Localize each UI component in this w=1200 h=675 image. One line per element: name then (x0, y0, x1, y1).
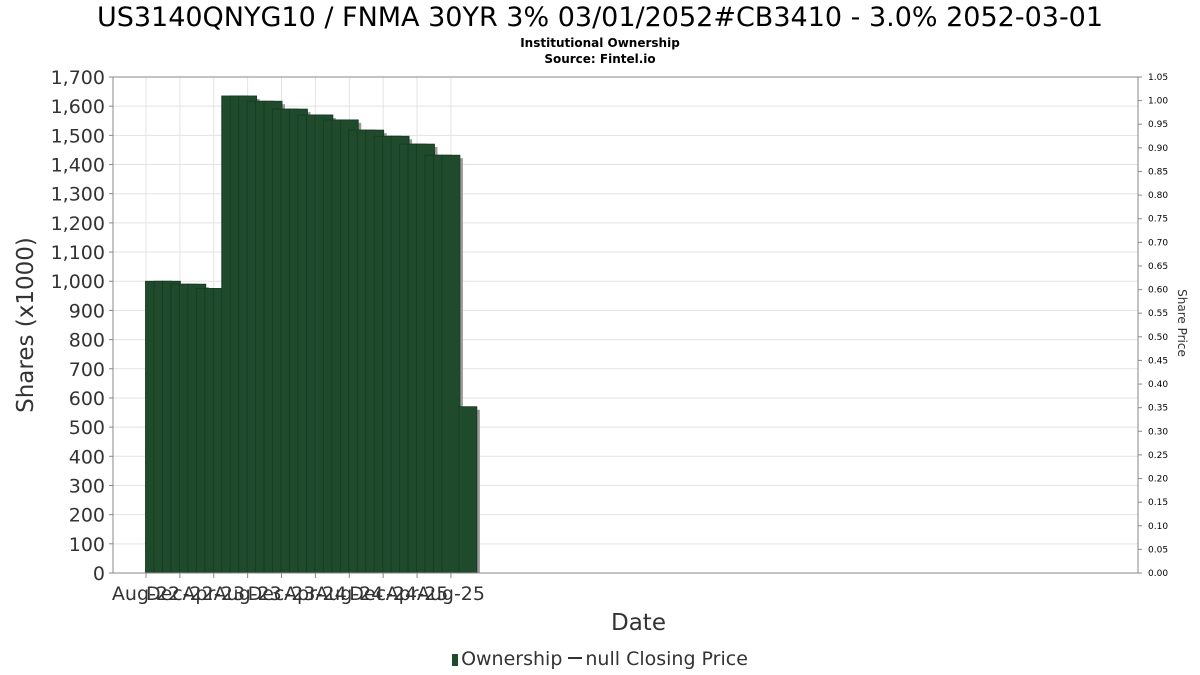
y-tick-label: 1,200 (51, 213, 105, 235)
y-tick-label: 100 (69, 534, 105, 556)
y2-tick-label: 0.90 (1148, 144, 1168, 154)
x-tick-label: Dec-24 (349, 583, 417, 605)
y-tick-label: 1,600 (51, 96, 105, 118)
y-tick-label: 1,100 (51, 242, 105, 264)
y2-tick-label: 0.95 (1148, 120, 1168, 130)
y2-tick-label: 0.05 (1148, 545, 1168, 555)
legend-ownership-label: Ownership (461, 648, 563, 670)
y2-tick-label: 0.85 (1148, 167, 1168, 177)
y-tick-label: 1,700 (51, 67, 105, 89)
y2-tick-label: 0.40 (1148, 380, 1168, 390)
y2-tick-label: 0.65 (1148, 262, 1168, 272)
y-tick-label: 1,300 (51, 184, 105, 206)
y2-tick-label: 0.30 (1148, 427, 1168, 437)
y-tick-label: 1,000 (51, 271, 105, 293)
y-tick-label: 1,500 (51, 125, 105, 147)
y2-tick-label: 0.55 (1148, 309, 1168, 319)
bar (458, 406, 478, 574)
y2-tick-label: 0.70 (1148, 238, 1168, 248)
x-tick-label: Apr-24 (284, 583, 347, 605)
legend-price-label: null Closing Price (585, 648, 748, 670)
legend-price-line (568, 657, 583, 659)
legend-ownership-swatch (452, 654, 459, 666)
x-tick-label: Aug-25 (417, 583, 485, 605)
y2-tick-label: 0.00 (1148, 569, 1168, 579)
y-tick-label: 200 (69, 505, 105, 527)
y2-tick-label: 0.25 (1148, 451, 1168, 461)
x-axis-title: Date (611, 610, 666, 636)
y-tick-label: 0 (93, 563, 105, 585)
x-tick-label: Dec-23 (248, 583, 316, 605)
chart-title: US3140QNYG10 / FNMA 30YR 3% 03/01/2052#C… (96, 2, 1104, 33)
chart-source: Source: Fintel.io (544, 52, 656, 66)
x-tick-label: Aug-24 (315, 583, 383, 605)
x-tick-label: Dec-22 (146, 583, 214, 605)
y2-axis-title: Share Price (1175, 289, 1189, 357)
x-tick-label: Aug-23 (214, 583, 282, 605)
y-tick-label: 900 (69, 300, 105, 322)
y-tick-label: 1,400 (51, 155, 105, 177)
chart-subtitle: Institutional Ownership (520, 36, 680, 50)
y-tick-label: 500 (69, 417, 105, 439)
bar (441, 154, 461, 574)
y-tick-label: 800 (69, 330, 105, 352)
y2-tick-label: 0.80 (1148, 191, 1168, 201)
y-tick-label: 400 (69, 446, 105, 468)
y-tick-label: 700 (69, 359, 105, 381)
y2-tick-label: 0.10 (1148, 522, 1168, 532)
x-tick-label: Apr-23 (182, 583, 245, 605)
y-axis-title: Shares (x1000) (13, 237, 39, 413)
y2-tick-label: 1.00 (1148, 97, 1168, 107)
x-tick-label: Aug-22 (112, 583, 180, 605)
y2-tick-label: 0.50 (1148, 333, 1168, 343)
y2-tick-label: 1.05 (1148, 73, 1168, 83)
y2-tick-label: 0.20 (1148, 475, 1168, 485)
y2-tick-label: 0.35 (1148, 404, 1168, 414)
plot-border (112, 76, 1139, 574)
y2-tick-label: 0.15 (1148, 498, 1168, 508)
y-tick-label: 300 (69, 475, 105, 497)
legend: Ownership null Closing Price (0, 648, 1200, 670)
y2-tick-label: 0.60 (1148, 286, 1168, 296)
y2-tick-label: 0.45 (1148, 356, 1168, 366)
y-tick-label: 600 (69, 388, 105, 410)
y2-tick-label: 0.75 (1148, 215, 1168, 225)
x-tick-label: Apr-25 (386, 583, 449, 605)
